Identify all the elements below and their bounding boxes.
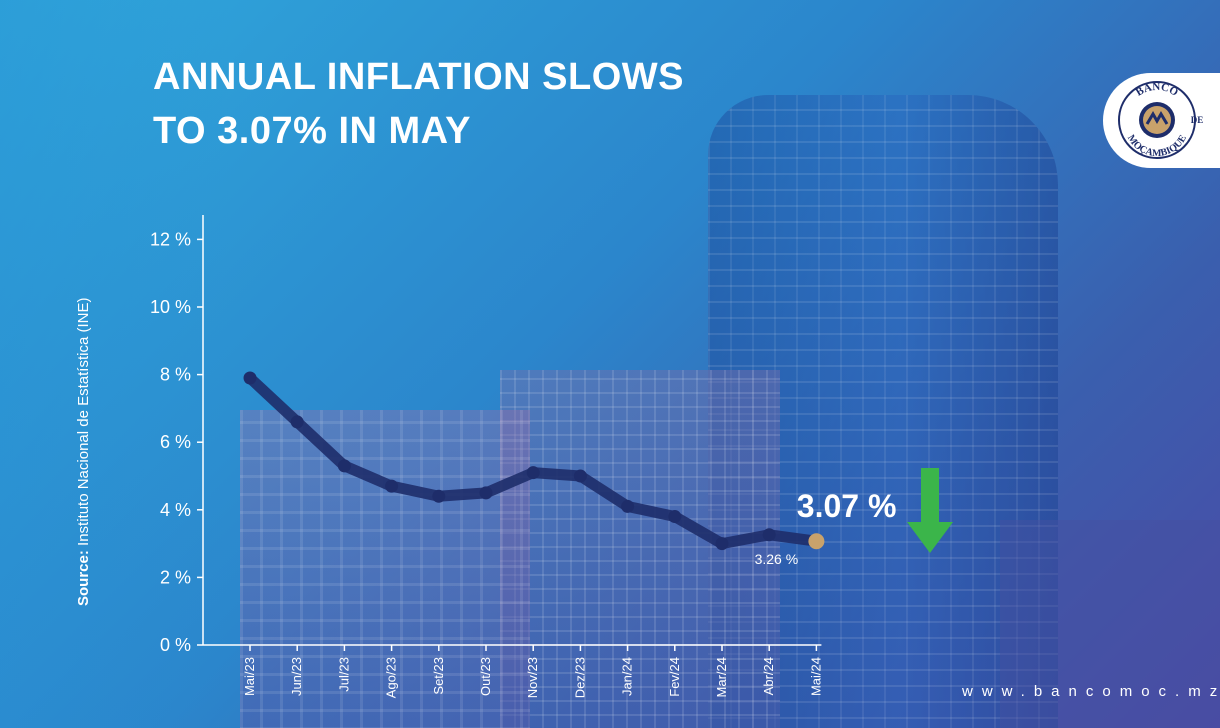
background-fade	[0, 0, 230, 728]
y-tick-label: 10 %	[150, 297, 191, 317]
y-tick-label: 2 %	[160, 567, 191, 587]
data-point	[715, 537, 729, 551]
logo-mid-text: DE	[1191, 115, 1204, 125]
data-point	[762, 528, 776, 542]
data-point	[621, 499, 635, 513]
y-tick-label: 4 %	[160, 500, 191, 520]
x-tick-label: Fev/24	[667, 657, 682, 697]
chart-annotations: 3.07 % 3.26 %	[755, 488, 897, 567]
y-tick-label: 12 %	[150, 229, 191, 249]
x-tick-label: Ago/23	[384, 657, 399, 698]
arrow-down-icon	[907, 468, 953, 553]
previous-value-label: 3.26 %	[755, 551, 799, 567]
x-tick-label: Dez/23	[572, 657, 587, 698]
data-point	[432, 489, 446, 503]
data-point	[479, 486, 493, 500]
data-point	[385, 479, 399, 493]
y-tick-label: 6 %	[160, 432, 191, 452]
x-tick-label: Abr/24	[761, 657, 776, 695]
bank-logo: BANCO MOÇAMBIQUE DE	[1103, 73, 1220, 168]
x-tick-label: Mar/24	[714, 657, 729, 697]
title-line-2: TO 3.07% IN MAY	[153, 110, 471, 152]
x-tick-label: Jun/23	[289, 657, 304, 696]
logo-seal-icon: BANCO MOÇAMBIQUE DE	[1118, 81, 1204, 159]
x-tick-label: Out/23	[478, 657, 493, 696]
x-tick-label: Set/23	[431, 657, 446, 695]
title-line-1: ANNUAL INFLATION SLOWS	[153, 56, 684, 98]
website-url[interactable]: www.bancomoc.mz	[962, 683, 1220, 700]
x-tick-label: Mai/23	[242, 657, 257, 696]
svg-text:BANCO: BANCO	[1134, 81, 1181, 99]
latest-value-label: 3.07 %	[797, 488, 897, 524]
data-point	[337, 459, 351, 473]
background-building-middle	[500, 370, 780, 728]
data-point	[573, 469, 587, 483]
x-tick-label: Jan/24	[620, 657, 635, 696]
logo-top-text: BANCO	[1134, 81, 1181, 99]
page-title: ANNUAL INFLATION SLOWS TO 3.07% IN MAY	[153, 50, 684, 158]
y-axis-ticks: 0 % 2 % 4 % 6 % 8 % 10 % 12 %	[150, 229, 203, 655]
data-point-latest	[808, 533, 825, 550]
y-tick-label: 8 %	[160, 365, 191, 385]
data-point	[290, 415, 304, 429]
data-point	[526, 466, 540, 480]
x-tick-label: Mai/24	[808, 657, 823, 696]
x-tick-label: Nov/23	[525, 657, 540, 698]
data-point	[243, 371, 257, 385]
inflation-series-line	[244, 372, 822, 550]
x-tick-label: Jul/23	[336, 657, 351, 692]
data-point	[668, 510, 682, 524]
y-tick-label: 0 %	[160, 635, 191, 655]
x-axis-ticks: Mai/23 Jun/23 Jul/23 Ago/23 Set/23 Out/23 Nov/…	[242, 645, 823, 698]
background-building-right	[1000, 520, 1220, 728]
background-building-left	[240, 410, 530, 728]
inflation-points	[243, 371, 825, 551]
arrow-down-shape	[907, 468, 953, 553]
chart-axes	[202, 215, 822, 646]
